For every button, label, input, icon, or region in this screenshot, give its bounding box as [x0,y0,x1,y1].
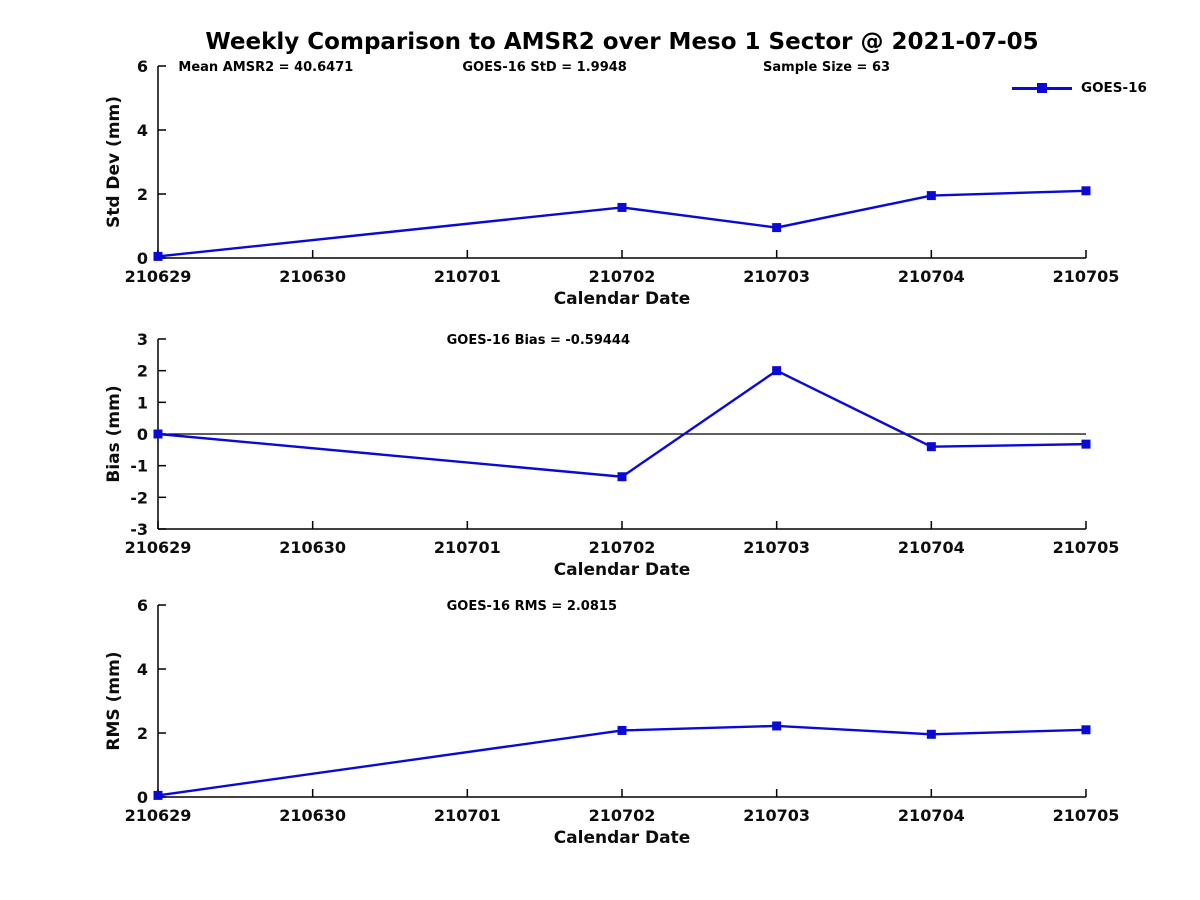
data-point-marker [153,790,163,800]
y-tick-label: 2 [137,724,148,743]
y-tick-label: 2 [137,185,148,204]
series-line-goes-16 [157,724,1087,797]
x-tick-label: 210630 [279,267,346,286]
x-tick-label: 210630 [279,806,346,825]
y-tick-label: 0 [137,788,148,807]
y-tick-label: 2 [137,362,148,381]
data-point-marker [617,725,627,735]
x-axis-label: Calendar Date [554,560,691,580]
x-tick-label: 210630 [279,538,346,557]
y-tick-label: 6 [137,596,148,615]
x-tick-label: 210629 [125,806,192,825]
chart-annotation: Sample Size = 63 [763,60,890,75]
data-point-marker [1081,725,1091,735]
series-line-goes-16 [157,189,1087,258]
y-tick-label: 4 [137,660,148,679]
x-tick-label: 210702 [589,806,656,825]
chart-annotation: GOES-16 Bias = -0.59444 [447,333,630,348]
data-point-marker [1081,439,1091,449]
x-tick-label: 210702 [589,538,656,557]
x-tick-label: 210702 [589,267,656,286]
x-tick-label: 210705 [1053,267,1120,286]
x-tick-label: 210704 [898,806,965,825]
data-point-marker [1081,186,1091,196]
legend-label: GOES-16 [1081,80,1147,96]
x-axis-label: Calendar Date [554,828,691,848]
data-point-marker [153,429,163,439]
figure-title: Weekly Comparison to AMSR2 over Meso 1 S… [205,29,1039,55]
x-tick-label: 210703 [743,538,810,557]
x-tick-label: 210704 [898,267,965,286]
chart-annotation: GOES-16 StD = 1.9948 [462,60,626,75]
x-tick-label: 210705 [1053,806,1120,825]
data-point-marker [772,223,782,233]
chart-annotation: GOES-16 RMS = 2.0815 [447,599,617,614]
legend-line-sample [1012,82,1072,93]
y-tick-label: 6 [137,57,148,76]
legend: GOES-16 [1012,80,1147,96]
x-tick-label: 210701 [434,267,501,286]
chart-std-dev: 0 2 4 6 210629 210630 210701 210702 210703 210704… [104,57,1119,309]
legend-square-marker-icon [1037,82,1047,93]
x-tick-label: 210701 [434,538,501,557]
chart-bias: -3 -2 -1 0 1 2 3 210629 210630 210701 210702 210703… [104,330,1119,580]
data-point-marker [153,251,163,261]
x-tick-label: 210705 [1053,538,1120,557]
x-tick-label: 210704 [898,538,965,557]
y-tick-label: -1 [130,457,148,476]
x-tick-label: 210701 [434,806,501,825]
data-point-marker [617,472,627,482]
y-axis-label: RMS (mm) [104,651,124,750]
y-tick-label: 1 [137,393,148,412]
data-point-marker [617,202,627,212]
y-tick-label: 0 [137,249,148,268]
x-axis-label: Calendar Date [554,289,691,309]
x-tick-label: 210629 [125,538,192,557]
series-line-goes-16 [157,369,1087,478]
data-point-marker [772,366,782,376]
y-tick-label: 0 [137,425,148,444]
y-tick-label: 3 [137,330,148,349]
data-point-marker [926,191,936,201]
data-point-marker [926,729,936,739]
x-tick-label: 210703 [743,267,810,286]
y-tick-label: -2 [130,488,148,507]
y-tick-label: -3 [130,520,148,539]
y-axis-label: Bias (mm) [104,385,124,482]
y-tick-label: 4 [137,121,148,140]
data-point-marker [926,442,936,452]
x-tick-label: 210703 [743,806,810,825]
chart-annotation: Mean AMSR2 = 40.6471 [178,60,353,75]
x-tick-label: 210629 [125,267,192,286]
y-axis-label: Std Dev (mm) [104,96,124,228]
data-point-marker [772,721,782,731]
chart-rms: 0 2 4 6 210629 210630 210701 210702 210703 210704… [104,596,1119,848]
